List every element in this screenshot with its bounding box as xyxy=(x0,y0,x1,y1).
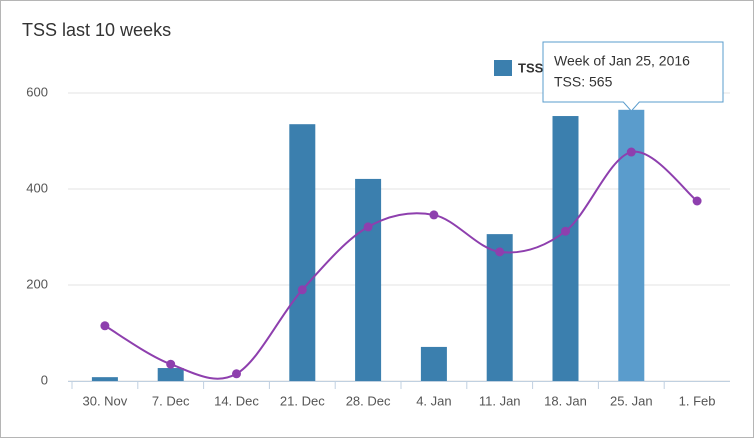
x-tick-label: 7. Dec xyxy=(152,393,190,408)
x-tick-label: 11. Jan xyxy=(479,393,521,408)
point xyxy=(232,369,241,379)
tooltip: Week of Jan 25, 2016 TSS: 565 xyxy=(542,41,724,112)
point xyxy=(626,147,636,157)
bar xyxy=(91,377,118,381)
x-tick-label: 30. Nov xyxy=(82,393,127,408)
bar xyxy=(289,124,316,381)
x-tick-label: 4. Jan xyxy=(416,393,451,408)
bar xyxy=(355,178,382,381)
point xyxy=(561,226,570,236)
tooltip-title: Week of Jan 25, 2016 xyxy=(554,53,690,69)
line xyxy=(104,150,698,380)
x-tick-label: 1. Feb xyxy=(679,393,716,408)
y-tick-label: 400 xyxy=(26,180,48,195)
chart-title: TSS last 10 weeks xyxy=(22,20,171,40)
y-tick-label: 0 xyxy=(41,372,48,387)
y-tick-label: 600 xyxy=(26,84,48,99)
bar xyxy=(420,346,447,381)
point xyxy=(100,321,110,331)
bar xyxy=(552,116,579,381)
x-tick-label: 18. Jan xyxy=(544,393,587,408)
point xyxy=(495,247,505,257)
legend-swatch xyxy=(494,60,512,76)
point xyxy=(166,359,176,369)
tooltip-box xyxy=(542,41,724,112)
bar xyxy=(486,234,513,381)
x-tick-label: 21. Dec xyxy=(280,393,325,408)
legend-label: TSS xyxy=(518,60,544,75)
x-tick-label: 14. Dec xyxy=(214,393,259,408)
y-tick-label: 200 xyxy=(26,276,48,291)
tooltip-text: TSS: 565 xyxy=(554,74,613,90)
x-tick-label: 25. Jan xyxy=(610,393,653,408)
point xyxy=(429,210,439,220)
x-tick-label: 28. Dec xyxy=(346,393,391,408)
point xyxy=(363,222,373,232)
bar xyxy=(157,368,184,381)
point xyxy=(692,196,702,206)
point xyxy=(297,285,307,295)
